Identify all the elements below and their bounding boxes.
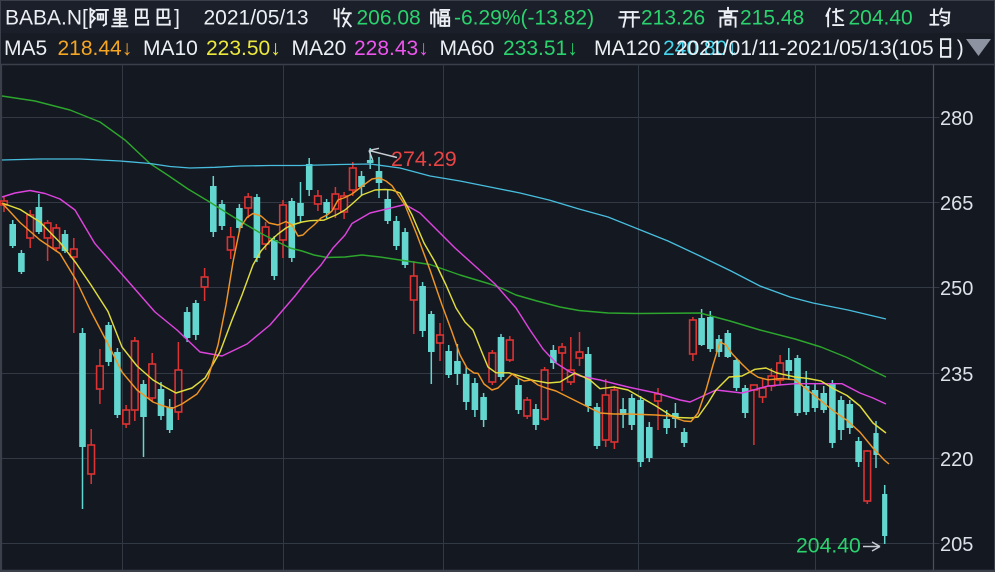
svg-text:235: 235: [940, 364, 973, 386]
svg-text:-6.29%(-13.82): -6.29%(-13.82): [454, 7, 594, 30]
svg-text:240.80↓: 240.80↓: [663, 37, 738, 60]
svg-text:213.26: 213.26: [641, 7, 705, 30]
svg-text:223.50↓: 223.50↓: [206, 37, 281, 60]
svg-text:250: 250: [940, 278, 973, 300]
svg-text:206.08: 206.08: [357, 7, 421, 30]
svg-text:220: 220: [940, 449, 973, 471]
svg-text:274.29: 274.29: [391, 147, 457, 171]
svg-text:215.48: 215.48: [740, 7, 804, 30]
svg-text:233.51↓: 233.51↓: [503, 37, 578, 60]
svg-text:BABA.N[: BABA.N[: [5, 7, 88, 30]
svg-text:): ): [957, 37, 964, 60]
svg-text:MA5: MA5: [4, 37, 47, 60]
svg-text:MA120: MA120: [594, 37, 661, 60]
svg-text:MA20: MA20: [292, 37, 347, 60]
svg-text:MA10: MA10: [143, 37, 198, 60]
svg-text:205: 205: [940, 534, 973, 556]
svg-text:204.40: 204.40: [849, 7, 913, 30]
svg-text:2021/05/13: 2021/05/13: [204, 7, 309, 30]
svg-text:265: 265: [940, 193, 973, 215]
svg-text:204.40: 204.40: [796, 535, 861, 558]
svg-text:228.43↓: 228.43↓: [354, 37, 429, 60]
svg-text:280: 280: [940, 108, 973, 130]
svg-text:MA60: MA60: [440, 37, 495, 60]
svg-text:2021/01/11-2021/05/13(105: 2021/01/11-2021/05/13(105: [676, 37, 934, 60]
svg-text:]: ]: [174, 7, 180, 30]
svg-text:218.44↓: 218.44↓: [58, 37, 133, 60]
